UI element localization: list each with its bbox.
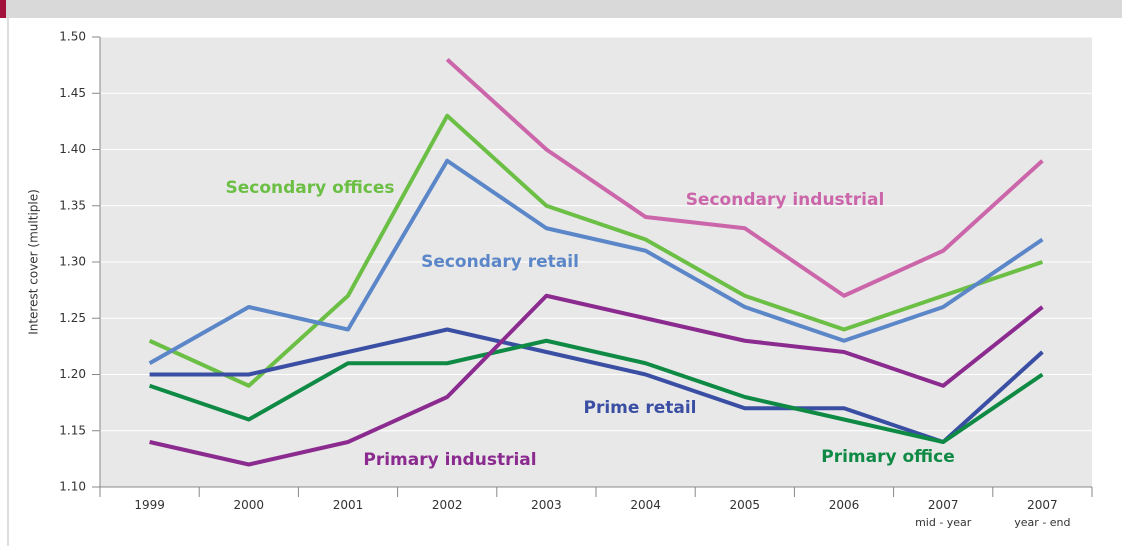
series-label: Secondary offices [225,178,394,198]
y-tick-label: 1.25 [59,311,86,325]
series-line [148,338,1044,444]
x-tick-label: 2000 [234,498,265,512]
x-tick-label: 2005 [730,498,761,512]
series-line [148,158,1044,365]
y-tick-label: 1.20 [59,367,86,381]
y-tick-label: 1.50 [59,30,86,44]
header-accent [0,0,6,18]
series-line [149,327,1044,444]
series-label: Primary industrial [363,450,536,470]
x-tick-label: 2001 [333,498,364,512]
series-line [445,58,1044,298]
series-label: Secondary retail [421,252,579,272]
series-label: Secondary industrial [686,190,885,210]
y-axis-label: Interest cover (multiple) [27,189,41,335]
x-tick-label: 2007 year - end [1014,498,1070,530]
series-label: Prime retail [584,398,697,418]
x-tick-label: 2002 [432,498,463,512]
x-tick-label: 2003 [531,498,562,512]
y-tick-label: 1.40 [59,142,86,156]
x-tick-label: 2004 [630,498,661,512]
y-tick-label: 1.35 [59,198,86,212]
x-tick-label: 2006 [829,498,860,512]
header-bar [0,0,1122,18]
y-tick-label: 1.30 [59,255,86,269]
series-line [149,293,1044,467]
x-tick-label: 2007 mid - year [915,498,972,530]
series-line [148,113,1044,388]
y-tick-label: 1.15 [59,423,86,437]
series-label: Primary office [821,447,955,467]
y-tick-label: 1.10 [59,480,86,494]
y-tick-label: 1.45 [59,86,86,100]
x-tick-label: 1999 [134,498,165,512]
